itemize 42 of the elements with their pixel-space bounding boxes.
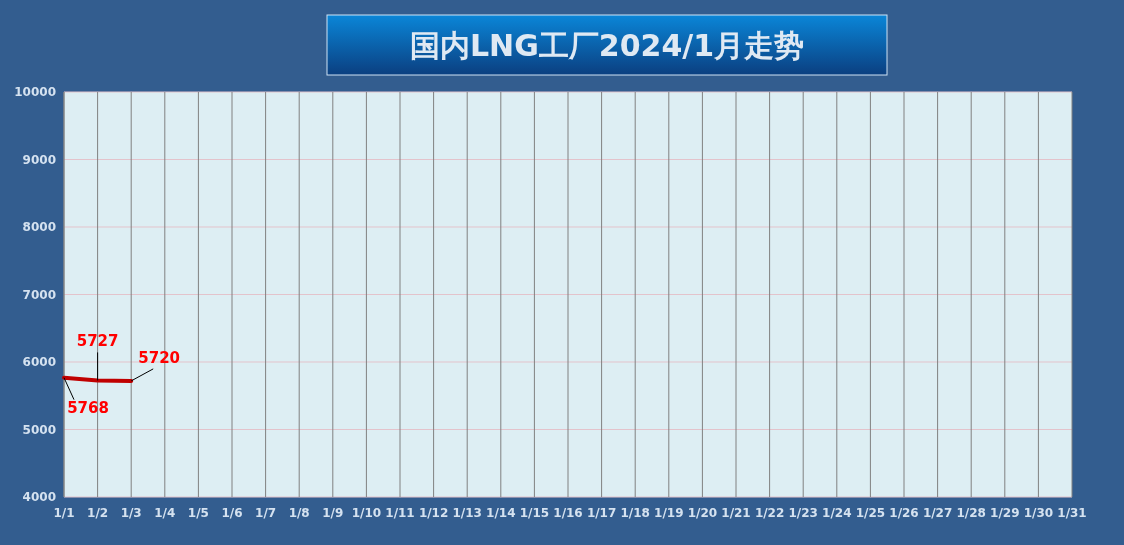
x-tick-label: 1/21 [721, 506, 751, 520]
x-tick-label: 1/3 [120, 506, 142, 520]
x-tick-label: 1/10 [351, 506, 382, 520]
data-label: 5727 [76, 332, 119, 351]
x-tick-label: 1/18 [620, 506, 650, 520]
y-tick-label: 8000 [22, 220, 56, 234]
y-tick-label: 10000 [14, 85, 56, 99]
x-tick-label: 1/14 [486, 506, 516, 520]
x-tick-label: 1/12 [418, 506, 449, 520]
x-tick-label: 1/6 [221, 506, 243, 520]
y-tick-label: 6000 [22, 355, 56, 369]
x-tick-label: 1/31 [1057, 506, 1087, 520]
x-tick-label: 1/16 [553, 506, 583, 520]
y-tick-label: 7000 [22, 287, 56, 302]
x-tick-label: 1/26 [889, 506, 919, 520]
x-tick-label: 1/13 [452, 506, 482, 520]
y-tick-label: 9000 [22, 152, 56, 167]
y-tick-label: 4000 [22, 490, 56, 504]
x-tick-label: 1/5 [187, 506, 209, 520]
x-tick-label: 1/19 [654, 506, 684, 520]
x-tick-label: 1/23 [788, 506, 818, 520]
x-tick-label: 1/15 [519, 506, 550, 520]
x-tick-label: 1/25 [855, 506, 886, 520]
x-tick-label: 1/17 [586, 506, 617, 520]
x-tick-label: 1/1 [53, 506, 75, 520]
x-tick-label: 1/29 [990, 506, 1020, 520]
chart-title: 国内LNG工厂2024/1月走势 [409, 28, 805, 63]
x-tick-label: 1/30 [1023, 506, 1054, 520]
data-label: 5720 [138, 348, 181, 367]
x-tick-label: 1/27 [922, 506, 953, 520]
y-tick-label: 5000 [22, 422, 56, 437]
x-tick-label: 1/4 [154, 506, 176, 520]
x-tick-label: 1/8 [288, 506, 310, 520]
x-tick-label: 1/7 [255, 506, 277, 520]
x-tick-label: 1/2 [87, 506, 109, 520]
x-tick-label: 1/11 [385, 506, 415, 520]
x-tick-label: 1/20 [687, 506, 718, 520]
data-label: 5768 [67, 398, 109, 417]
x-tick-label: 1/28 [956, 506, 986, 520]
x-tick-label: 1/22 [754, 506, 785, 520]
x-tick-label: 1/9 [322, 506, 344, 520]
x-tick-label: 1/24 [822, 506, 852, 520]
